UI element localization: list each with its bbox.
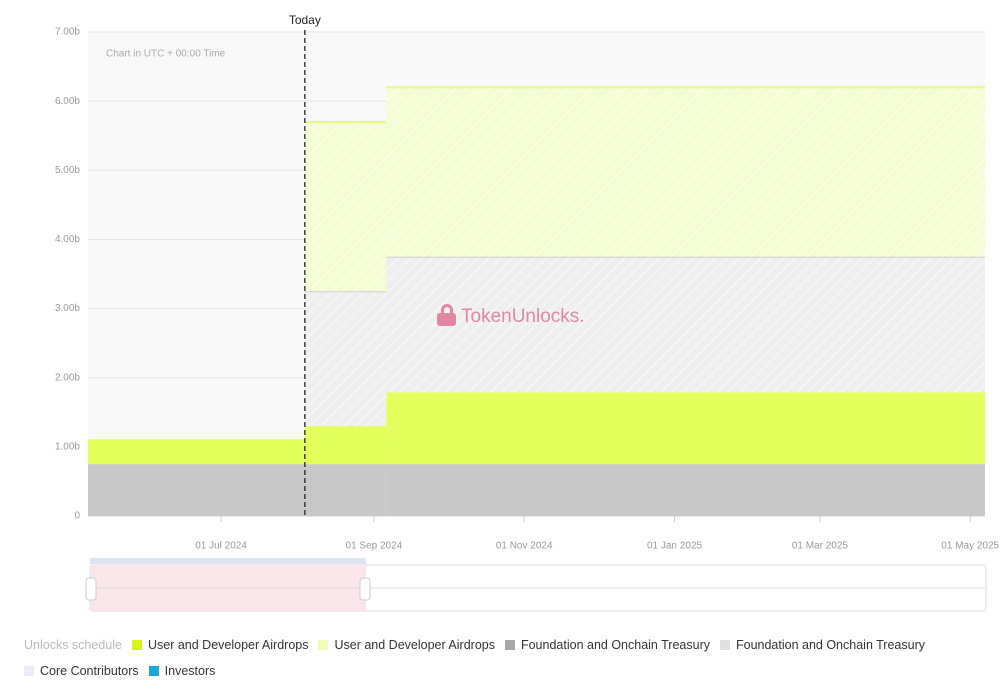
watermark: TokenUnlocks. xyxy=(461,306,585,327)
today-label: Today xyxy=(289,13,321,27)
y-tick-label: 1.00b xyxy=(55,441,80,452)
y-tick-label: 6.00b xyxy=(55,96,80,107)
x-tick-label: 01 May 2025 xyxy=(941,541,999,552)
legend-item[interactable]: Foundation and Onchain Treasury xyxy=(719,632,925,658)
y-tick-label: 7.00b xyxy=(55,27,80,38)
area-segment xyxy=(386,464,985,516)
y-tick-label: 0 xyxy=(74,511,80,522)
hatch xyxy=(304,291,387,427)
legend-item[interactable]: Foundation and Onchain Treasury xyxy=(504,632,710,658)
hatch xyxy=(386,87,985,257)
legend-label: Foundation and Onchain Treasury xyxy=(520,638,710,652)
hatch xyxy=(386,256,985,393)
area-segment xyxy=(386,392,985,465)
area-segment xyxy=(88,439,305,465)
legend-label: Foundation and Onchain Treasury xyxy=(735,638,925,652)
x-tick-label: 01 Jan 2025 xyxy=(647,541,702,552)
hatch xyxy=(304,121,387,292)
legend-label: User and Developer Airdrops xyxy=(334,638,495,652)
legend-swatch xyxy=(24,666,34,676)
area-segment xyxy=(304,464,387,516)
legend-swatch xyxy=(318,640,329,650)
legend-label: Core Contributors xyxy=(40,664,139,678)
watermark-logo xyxy=(437,304,456,326)
y-tick-label: 3.00b xyxy=(55,303,80,314)
legend-swatch xyxy=(504,640,515,650)
y-tick-label: 5.00b xyxy=(55,165,80,176)
legend-swatch xyxy=(719,640,730,650)
x-tick-label: 01 Sep 2024 xyxy=(345,541,402,552)
navigator-bar[interactable] xyxy=(90,558,366,564)
x-tick-label: 01 Jul 2024 xyxy=(195,541,247,552)
legend-title: Unlocks schedule xyxy=(24,638,122,652)
area-segment xyxy=(88,464,305,516)
chart: Today 0 1.00b 2.00b 3.00b 4.00b 5.00b 6.00b 7.0… xyxy=(55,13,1000,612)
legend-swatch xyxy=(131,640,142,650)
y-tick-label: 4.00b xyxy=(55,234,80,245)
legend-swatch xyxy=(148,666,159,676)
legend-item[interactable]: User and Developer Airdrops xyxy=(131,632,309,658)
navigator-handle[interactable] xyxy=(359,577,371,601)
navigator-handle[interactable] xyxy=(85,577,97,601)
y-tick-label: 2.00b xyxy=(55,372,80,383)
legend-label: User and Developer Airdrops xyxy=(147,638,309,652)
x-tick-label: 01 Nov 2024 xyxy=(496,541,553,552)
legend-item[interactable]: User and Developer Airdrops xyxy=(318,632,495,658)
legend: Unlocks schedule User and Developer Airdr… xyxy=(24,632,984,684)
annotation: Chart in UTC + 00:00 Time xyxy=(106,49,226,60)
legend-label: Investors xyxy=(164,664,216,678)
legend-item[interactable]: Core Contributors xyxy=(24,658,139,684)
area-segment xyxy=(304,426,387,465)
x-tick-label: 01 Mar 2025 xyxy=(792,541,849,552)
legend-item[interactable]: Investors xyxy=(148,658,216,684)
